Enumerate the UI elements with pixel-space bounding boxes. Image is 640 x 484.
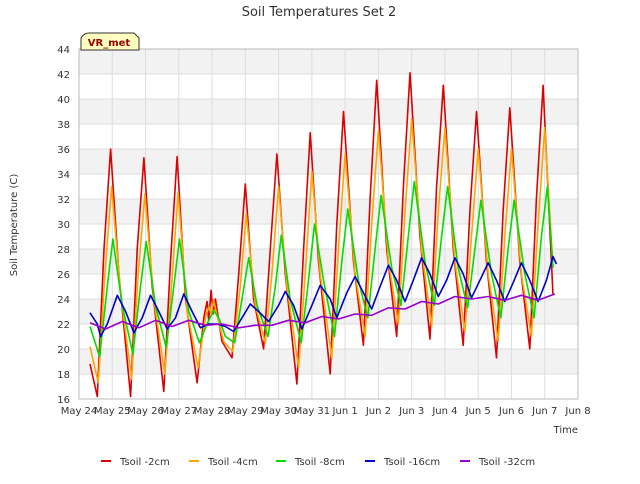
- plot-frame: [78, 48, 579, 400]
- plot-band: [79, 74, 578, 99]
- y-tick-label: 20: [57, 345, 70, 356]
- y-tick-label: 28: [57, 245, 70, 256]
- y-tick-label: 34: [57, 170, 70, 181]
- x-tick-label: Jun 2: [365, 406, 391, 417]
- y-tick-label: 40: [57, 95, 70, 106]
- plot-band: [79, 374, 578, 399]
- y-tick-label: 36: [57, 145, 70, 156]
- legend-label: Tsoil -8cm: [294, 457, 345, 468]
- x-tick-label: May 28: [194, 406, 231, 417]
- y-tick-label: 38: [57, 120, 70, 131]
- y-tick-label: 26: [57, 270, 70, 281]
- legend-label: Tsoil -16cm: [383, 457, 440, 468]
- plot-band: [79, 224, 578, 249]
- x-tick-label: Jun 6: [498, 406, 524, 417]
- series-line-tsoil-4cm: [89, 118, 554, 384]
- y-axis-ticks: 16 18 20 22 24 26 28 30 32 34 36 38 40 42 44: [57, 45, 70, 406]
- station-badge-label: VR_met: [88, 38, 131, 49]
- plot-band: [79, 199, 578, 224]
- x-tick-label: Jun 5: [465, 406, 491, 417]
- y-tick-label: 32: [57, 195, 70, 206]
- plot-band: [79, 124, 578, 149]
- y-tick-label: 16: [57, 395, 70, 406]
- plot-band: [79, 49, 578, 74]
- x-tick-label: Jun 4: [431, 406, 457, 417]
- plot-band: [79, 249, 578, 274]
- plot-band: [79, 149, 578, 174]
- series-line-tsoil-8cm: [89, 180, 554, 358]
- series-line-tsoil-16cm: [89, 255, 558, 338]
- station-badge-shape: [80, 32, 140, 51]
- legend: Tsoil -2cm Tsoil -4cm Tsoil -8cm Tsoil -16c…: [101, 457, 535, 468]
- plot-band: [79, 99, 578, 124]
- y-axis-label: Soil Temperature (C): [9, 174, 20, 277]
- y-tick-label: 18: [57, 370, 70, 381]
- x-tick-label: Jun 7: [531, 406, 557, 417]
- plot-background: [79, 49, 578, 399]
- x-tick-label: May 25: [94, 406, 131, 417]
- plot-band: [79, 174, 578, 199]
- x-tick-label: Jun 3: [398, 406, 424, 417]
- series-layer: [89, 72, 558, 398]
- y-tick-label: 42: [57, 70, 70, 81]
- series-line-tsoil-32cm: [89, 293, 555, 330]
- station-badge: VR_met: [80, 32, 140, 51]
- y-tick-label: 44: [57, 45, 70, 56]
- x-axis-label: Time: [553, 425, 578, 436]
- y-tick-label: 22: [57, 320, 70, 331]
- x-tick-label: May 31: [294, 406, 331, 417]
- series-line-tsoil-2cm: [89, 72, 554, 398]
- legend-label: Tsoil -2cm: [119, 457, 170, 468]
- x-tick-label: Jun 1: [332, 406, 358, 417]
- x-tick-label: May 30: [260, 406, 297, 417]
- y-tick-label: 30: [57, 220, 70, 231]
- x-tick-label: May 26: [127, 406, 164, 417]
- y-tick-label: 24: [57, 295, 70, 306]
- x-tick-label: Jun 8: [564, 406, 590, 417]
- x-tick-label: May 24: [61, 406, 98, 417]
- chart-title: Soil Temperatures Set 2: [242, 5, 397, 20]
- x-tick-label: May 27: [161, 406, 198, 417]
- legend-label: Tsoil -32cm: [478, 457, 535, 468]
- legend-label: Tsoil -4cm: [207, 457, 258, 468]
- x-tick-label: May 29: [227, 406, 264, 417]
